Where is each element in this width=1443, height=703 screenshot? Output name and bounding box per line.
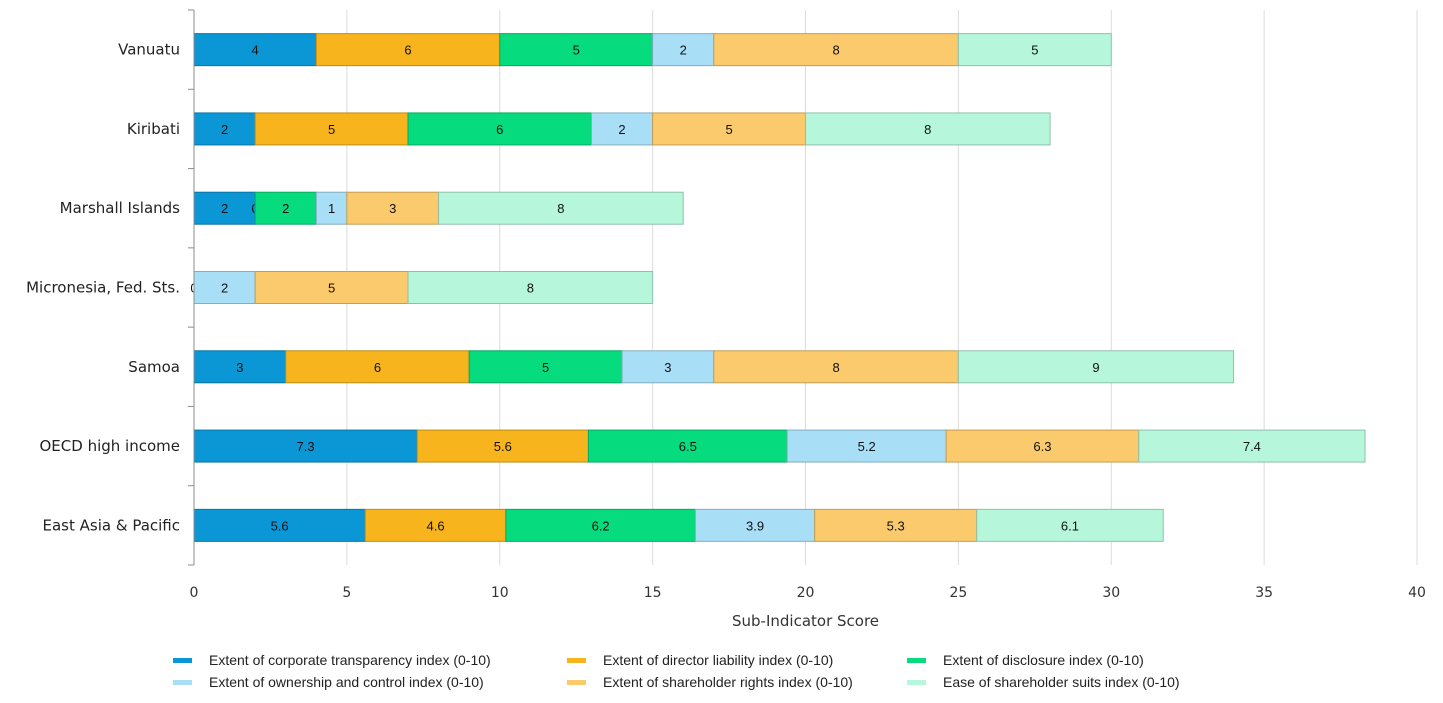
data-label: 7.3	[297, 439, 315, 454]
category-label: East Asia & Pacific	[43, 516, 180, 534]
bar-segment[interactable]	[364, 508, 507, 542]
bar-segment[interactable]	[193, 350, 287, 384]
data-label: 6.3	[1033, 439, 1051, 454]
x-tick-label: 15	[644, 585, 662, 601]
data-label: 8	[832, 43, 839, 58]
legend-label[interactable]: Ease of shareholder suits index (0-10)	[943, 674, 1180, 690]
data-label: 2	[680, 43, 687, 58]
category-label: Micronesia, Fed. Sts.	[26, 279, 180, 297]
data-label: 1	[328, 201, 335, 216]
bar-segment[interactable]	[957, 350, 1235, 384]
bar-segment[interactable]	[1138, 429, 1366, 463]
bar-segment[interactable]	[254, 271, 409, 304]
x-tick-label: 35	[1255, 585, 1273, 601]
data-label: 4.6	[427, 518, 445, 533]
legend-label[interactable]: Extent of corporate transparency index (…	[209, 652, 491, 668]
data-label: 6	[496, 122, 503, 137]
data-label: 8	[527, 281, 534, 296]
bar-segment[interactable]	[193, 429, 418, 463]
data-label: 3	[236, 360, 243, 375]
category-label: Marshall Islands	[60, 199, 181, 217]
data-label: 4	[252, 43, 259, 58]
legend-swatch[interactable]	[567, 658, 586, 663]
data-label: 5.2	[858, 439, 876, 454]
x-tick-label: 30	[1102, 585, 1120, 601]
data-label: 5	[725, 122, 732, 137]
legend-swatch[interactable]	[907, 658, 926, 663]
bar-segment[interactable]	[438, 191, 684, 225]
bar-segment[interactable]	[505, 508, 696, 542]
x-tick-label: 10	[491, 585, 509, 601]
bar-segment[interactable]	[713, 350, 959, 384]
data-label: 6	[404, 43, 411, 58]
data-label: 8	[832, 360, 839, 375]
bar-segment[interactable]	[193, 112, 256, 146]
data-label: 5	[328, 122, 335, 137]
data-label: 5.3	[887, 518, 905, 533]
data-label: 5	[573, 43, 580, 58]
legend-swatch[interactable]	[907, 680, 926, 685]
x-tick-label: 0	[190, 585, 199, 601]
bar-segment[interactable]	[193, 271, 256, 304]
data-label: 5	[1031, 43, 1038, 58]
bar-segment[interactable]	[694, 508, 816, 542]
legend-swatch[interactable]	[173, 680, 192, 685]
bar-segment[interactable]	[407, 112, 592, 146]
x-tick-label: 25	[949, 585, 967, 601]
bar-segment[interactable]	[587, 429, 788, 463]
legend-label[interactable]: Extent of ownership and control index (0…	[209, 674, 484, 690]
data-label: 5.6	[271, 518, 289, 533]
data-label: 8	[924, 122, 931, 137]
x-tick-label: 5	[342, 585, 351, 601]
bar-segment[interactable]	[814, 508, 978, 542]
data-label: 2	[618, 122, 625, 137]
data-label: 3	[664, 360, 671, 375]
bar-segment[interactable]	[976, 508, 1164, 542]
x-tick-label: 40	[1408, 585, 1426, 601]
data-label: 2	[221, 201, 228, 216]
data-label: 5	[328, 281, 335, 296]
bar-segment[interactable]	[468, 350, 623, 384]
data-label: 3	[389, 201, 396, 216]
legend-label[interactable]: Extent of disclosure index (0-10)	[943, 652, 1144, 668]
data-label: 8	[557, 201, 564, 216]
data-label: 3.9	[746, 518, 764, 533]
data-label: 5.6	[494, 439, 512, 454]
category-label: Vanuatu	[118, 41, 180, 59]
bar-segment[interactable]	[193, 191, 256, 225]
data-label: 6.5	[679, 439, 697, 454]
x-tick-label: 20	[797, 585, 815, 601]
bar-segment[interactable]	[652, 112, 806, 146]
data-label: 7.4	[1243, 439, 1261, 454]
data-label: 2	[221, 122, 228, 137]
x-axis-title: Sub-Indicator Score	[732, 612, 879, 630]
legend-swatch[interactable]	[173, 658, 192, 663]
data-label: 5	[542, 360, 549, 375]
legend-label[interactable]: Extent of director liability index (0-10…	[603, 652, 833, 668]
data-label: 2	[221, 281, 228, 296]
legend-label[interactable]: Extent of shareholder rights index (0-10…	[603, 674, 853, 690]
category-label: Kiribati	[127, 120, 180, 138]
data-label: 2	[282, 201, 289, 216]
bar-segment[interactable]	[193, 508, 366, 542]
category-label: Samoa	[128, 358, 180, 376]
category-label: OECD high income	[40, 437, 181, 455]
legend-swatch[interactable]	[567, 680, 586, 685]
bar-segment[interactable]	[315, 33, 501, 67]
bar-segment[interactable]	[805, 112, 1051, 146]
data-label: 6	[374, 360, 381, 375]
bar-segment[interactable]	[957, 33, 1112, 67]
bar-segment[interactable]	[254, 112, 409, 146]
data-label: 6.1	[1061, 518, 1079, 533]
bar-segment[interactable]	[407, 271, 654, 304]
data-label: 6.2	[592, 518, 610, 533]
data-label: 9	[1092, 360, 1099, 375]
